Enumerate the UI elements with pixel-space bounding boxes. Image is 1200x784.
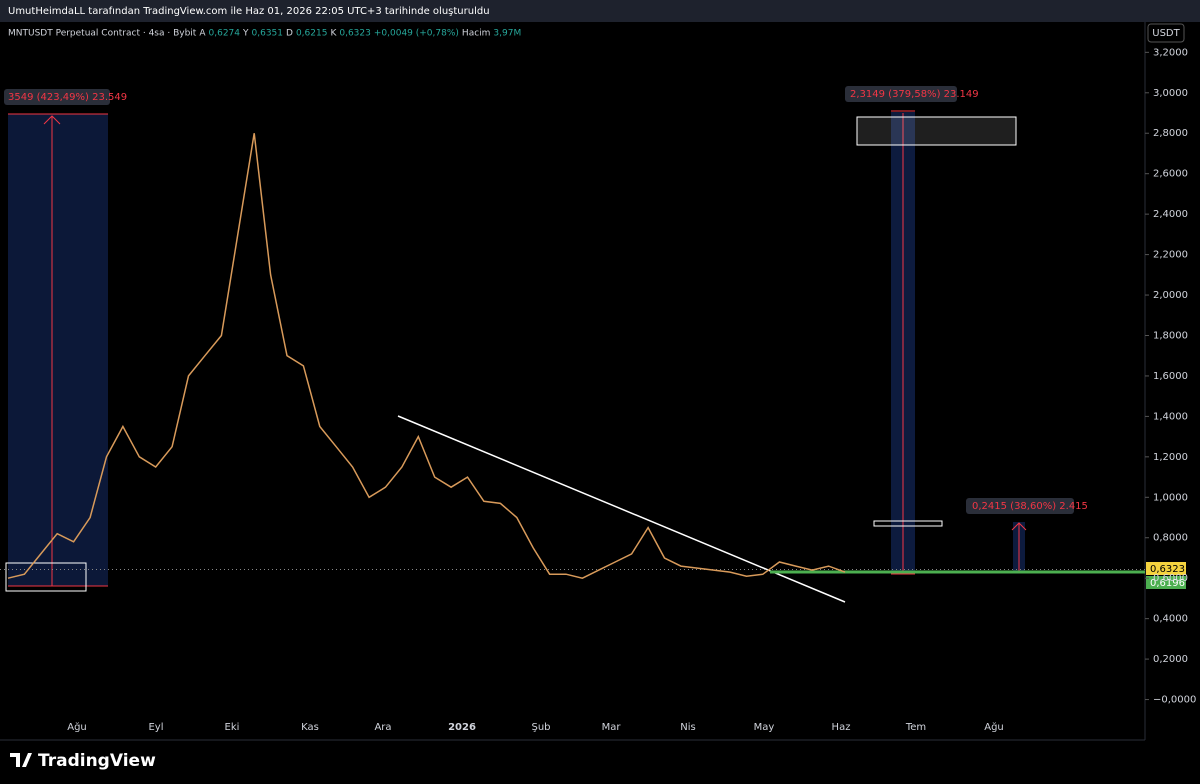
target-box [856, 116, 1017, 146]
price-label: 0,6196 [1150, 578, 1185, 589]
y-tick-label: 3,0000 [1153, 88, 1188, 99]
plot [7, 133, 846, 579]
x-tick-label: Kas [301, 722, 319, 733]
x-tick-label: Eki [225, 722, 240, 733]
header-title: UmutHeimdaLL tarafından TradingView.com … [8, 6, 490, 17]
y-tick-label: −0,0000 [1153, 695, 1196, 706]
legend-text: 0,6215 [296, 29, 328, 39]
x-tick-label: 2026 [448, 722, 476, 733]
x-tick-label: Eyl [148, 722, 163, 733]
annotation: 2,3149 (379,58%) 23.149 [850, 89, 979, 100]
y-tick-label: 2,8000 [1153, 128, 1188, 139]
logo-icon [10, 753, 32, 767]
trend-line [397, 415, 846, 603]
y-tick-label: 2,6000 [1153, 169, 1188, 180]
x-tick-label: Mar [602, 722, 622, 733]
y-tick-label: 0,8000 [1153, 533, 1188, 544]
currency-button[interactable] [1147, 23, 1185, 43]
annotation: 3549 (423,49%) 23.549 [8, 92, 127, 103]
legend-text: MNTUSDT Perpetual Contract · 4sa · Bybit [8, 29, 197, 39]
annotation-bg [845, 86, 957, 102]
legend-text: Y [242, 29, 249, 39]
x-tick-label: Tem [905, 722, 926, 733]
zone-box [5, 562, 87, 592]
x-tick-label: Nis [680, 722, 695, 733]
arrow-head [1011, 522, 1027, 531]
price-series [7, 133, 846, 579]
legend-text: D [286, 29, 293, 39]
measure-box [8, 114, 108, 586]
y-tick-label: 1,2000 [1153, 452, 1188, 463]
legend-text: +0,0049 (+0,78%) [374, 29, 459, 39]
annotation-bg [4, 89, 110, 105]
legend-text: 3,97M [493, 29, 521, 39]
y-tick-label: 1,8000 [1153, 330, 1188, 341]
price-label-bg [1146, 576, 1186, 589]
x-tick-label: Ağu [67, 721, 87, 733]
x-tick-label: Ağu [984, 721, 1004, 733]
legend-text: 0,6323 [339, 29, 371, 39]
legend-text: 0,6351 [252, 29, 284, 39]
y-tick-label: 0,6000 [1153, 573, 1188, 584]
y-tick-label: 0,2000 [1153, 654, 1188, 665]
annotation: 0,2415 (38,60%) 2.415 [972, 501, 1088, 512]
header-bar [0, 0, 1200, 22]
y-tick-label: 3,2000 [1153, 47, 1188, 58]
target-box [873, 520, 943, 527]
price-label: 0,6323 [1150, 564, 1185, 575]
y-tick-label: 1,6000 [1153, 371, 1188, 382]
logo: TradingView [38, 751, 156, 771]
y-tick-label: 2,4000 [1153, 209, 1188, 220]
legend-text: A [199, 29, 206, 39]
x-tick-label: Ara [374, 722, 391, 733]
annotation-bg [966, 498, 1074, 514]
y-tick-label: 2,2000 [1153, 250, 1188, 261]
legend: MNTUSDT Perpetual Contract · 4sa · Bybit… [8, 29, 521, 39]
x-tick-label: Şub [531, 722, 550, 733]
legend-text: 0,6274 [209, 29, 241, 39]
y-tick-label: 2,0000 [1153, 290, 1188, 301]
legend-text: Hacim [462, 29, 491, 39]
y-tick-label: 0,4000 [1153, 614, 1188, 625]
currency[interactable]: USDT [1152, 28, 1180, 39]
legend-text: K [330, 29, 337, 39]
y-tick-label: 1,4000 [1153, 411, 1188, 422]
y-tick-label: 1,0000 [1153, 492, 1188, 503]
price-label-bg [1146, 562, 1186, 575]
arrow-head [43, 115, 61, 125]
x-tick-label: May [754, 722, 775, 733]
x-tick-label: Haz [832, 722, 851, 733]
